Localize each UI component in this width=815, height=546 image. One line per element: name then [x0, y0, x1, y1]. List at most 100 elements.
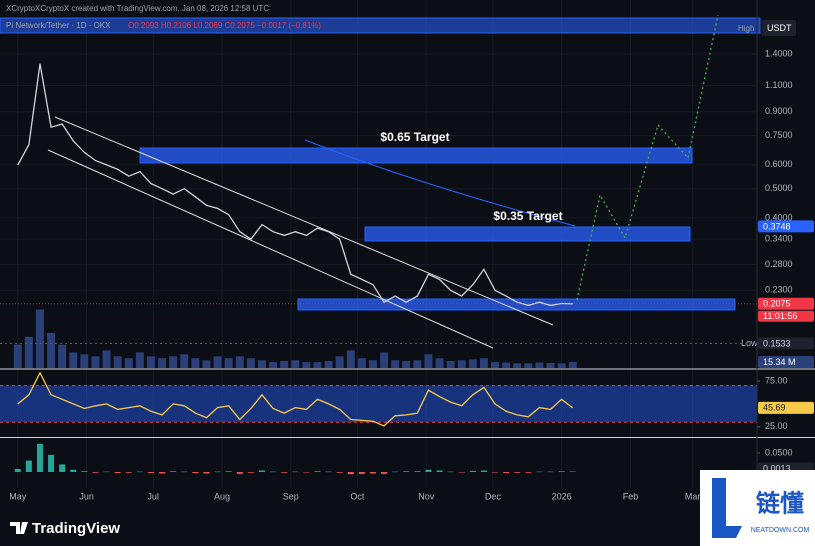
histogram-bar	[25, 460, 32, 472]
histogram-bar	[503, 472, 510, 474]
y-tick-label: 0.6000	[765, 159, 793, 169]
value-tag	[758, 220, 814, 233]
volume-bar	[135, 352, 144, 368]
currency-box	[762, 20, 796, 36]
y-tick-label: 0.2300	[765, 285, 793, 295]
volume-bar	[291, 360, 300, 368]
line	[17, 371, 574, 427]
volume-bar	[313, 362, 322, 368]
x-tick-label: May	[9, 491, 27, 501]
volume-bar	[35, 309, 44, 368]
histogram-bar	[81, 471, 88, 472]
low-label: Low	[741, 338, 758, 348]
volume-bar	[113, 356, 122, 368]
volume-bar	[524, 363, 533, 368]
volume-bar	[557, 363, 566, 368]
value-tag-label: 45.69	[763, 403, 786, 413]
volume-bar	[457, 360, 466, 368]
volume-bar	[346, 350, 355, 368]
volume-bar	[102, 350, 111, 368]
y-tick-label: 0.3400	[765, 234, 793, 244]
x-tick-label: Nov	[418, 491, 435, 501]
histogram-bar	[281, 472, 288, 473]
volume-bar	[202, 360, 211, 368]
histogram-bar	[369, 472, 376, 474]
annotation: $0.65 Target	[380, 130, 449, 144]
y-tick-label: 75.00	[765, 375, 788, 385]
symbol: Pi Network/Tether · 1D · OKX	[6, 21, 111, 30]
volume-bar	[91, 356, 100, 368]
countdown: 11:01:56	[763, 311, 797, 321]
histogram-bar	[381, 472, 388, 474]
histogram-bar	[170, 471, 177, 472]
volume-bar	[235, 356, 244, 368]
x-tick-label: Sep	[283, 491, 299, 501]
histogram-bar	[558, 471, 565, 472]
histogram-bar	[292, 471, 299, 473]
histogram-bar	[525, 472, 532, 473]
volume-bar	[368, 360, 377, 368]
credit: XCryptoXCryptoX created with TradingView…	[6, 4, 269, 13]
high-label: High	[738, 24, 754, 33]
y-tick-label: 0.0500	[765, 447, 793, 457]
rsi-band	[0, 385, 757, 423]
annotation: $0.35 Target	[493, 209, 562, 223]
channel-line	[54, 116, 554, 326]
y-tick-label: 0.4000	[765, 212, 793, 222]
histogram-bar	[514, 472, 521, 473]
volume-bar	[13, 344, 22, 368]
volume-bar	[324, 360, 333, 368]
y-tick-label: 1.4000	[765, 48, 793, 58]
volume-bar	[402, 360, 411, 368]
value-tag-label: 0.0013	[763, 463, 791, 473]
histogram-bar	[147, 472, 154, 474]
x-tick-label: Aug	[214, 491, 230, 501]
volume-bar	[224, 358, 233, 368]
volume-bar	[47, 332, 56, 368]
x-tick-label: Jul	[147, 491, 159, 501]
volume-bar	[357, 358, 366, 368]
histogram-bar	[425, 469, 432, 472]
value-tag	[758, 337, 814, 350]
moving-average	[304, 139, 576, 227]
value-tag	[758, 297, 814, 310]
volume-bar	[568, 362, 577, 368]
channel-line	[47, 149, 494, 349]
histogram-bar	[270, 471, 277, 473]
volume-bar	[124, 358, 133, 368]
volume-bar	[24, 336, 33, 368]
histogram-bar	[159, 472, 166, 474]
y-tick-label: 25.00	[765, 421, 788, 431]
y-tick-label: 0.9000	[765, 106, 793, 116]
volume-bar	[280, 360, 289, 368]
histogram-bar	[14, 468, 21, 472]
watermark-icon	[712, 478, 742, 538]
volume-bar	[80, 354, 89, 368]
histogram-bar	[236, 472, 243, 474]
histogram-bar	[347, 472, 354, 475]
histogram-bar	[214, 471, 221, 473]
histogram-bar	[136, 471, 143, 473]
volume-bar	[502, 362, 511, 368]
zone	[0, 17, 761, 34]
logo: TradingView	[32, 520, 120, 537]
volume-bar	[391, 360, 400, 368]
volume-bar	[257, 360, 266, 368]
histogram-bar	[492, 472, 499, 473]
histogram-bar	[192, 472, 199, 474]
x-tick-label: 2026	[552, 491, 572, 501]
value-tag-label: 0.3748	[763, 221, 791, 231]
countdown-box	[758, 310, 814, 322]
histogram-bar	[114, 472, 121, 474]
volume-bar	[424, 354, 433, 368]
volume-bar	[435, 358, 444, 368]
volume-bar	[491, 362, 500, 368]
volume-bar	[479, 358, 488, 368]
histogram-bar	[303, 472, 310, 473]
histogram-bar	[392, 471, 399, 473]
ohlc: O0.2093 H0.2106 L0.2069 C0.2075 −0.0017 …	[128, 21, 321, 30]
y-tick-label: 0.2800	[765, 259, 793, 269]
volume-bar	[158, 358, 167, 368]
watermark-url: NEATDOWN.COM	[751, 527, 810, 534]
histogram-bar	[358, 472, 365, 474]
